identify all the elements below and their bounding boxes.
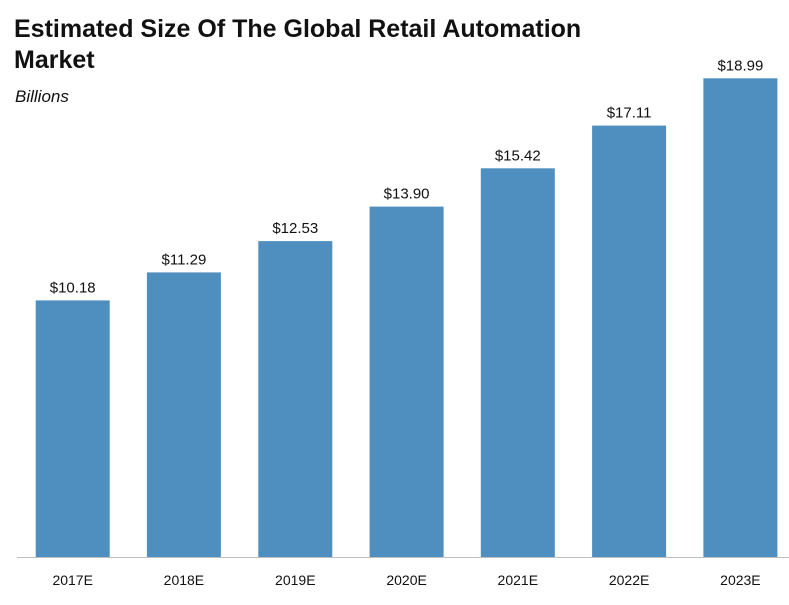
bar-2017E	[35, 300, 110, 557]
data-label-2022E: $17.11	[607, 105, 652, 122]
bars-layer	[35, 78, 778, 558]
data-label-2021E: $15.42	[495, 147, 541, 164]
bar-2020E	[369, 206, 444, 557]
data-label-2017E: $10.18	[50, 279, 96, 296]
x-tick-label-2020E: 2020E	[386, 572, 426, 588]
bar-2021E	[480, 168, 555, 558]
data-labels-layer: $10.18 $11.29 $12.53 $13.90 $15.42 $17.11 $18.…	[50, 57, 764, 296]
data-label-2023E: $18.99	[717, 57, 763, 74]
data-label-2018E: $11.29	[162, 251, 207, 268]
data-label-2019E: $12.53	[272, 220, 318, 237]
chart-title: Estimated Size Of The Global Retail Auto…	[14, 15, 582, 74]
x-tick-label-2022E: 2022E	[609, 572, 649, 588]
bar-2018E	[146, 272, 221, 557]
chart-subtitle: Billions	[15, 87, 69, 106]
x-tick-labels-layer: 2017E 2018E 2019E 2020E 2021E 2022E 2023E	[52, 572, 760, 588]
x-tick-label-2021E: 2021E	[498, 572, 538, 588]
data-label-2020E: $13.90	[384, 186, 430, 203]
x-tick-label-2023E: 2023E	[720, 572, 760, 588]
bar-2023E	[703, 78, 778, 558]
x-tick-label-2018E: 2018E	[164, 572, 204, 588]
x-tick-label-2019E: 2019E	[275, 572, 315, 588]
x-tick-label-2017E: 2017E	[52, 572, 92, 588]
bar-2019E	[258, 241, 333, 557]
bar-2022E	[592, 125, 667, 557]
